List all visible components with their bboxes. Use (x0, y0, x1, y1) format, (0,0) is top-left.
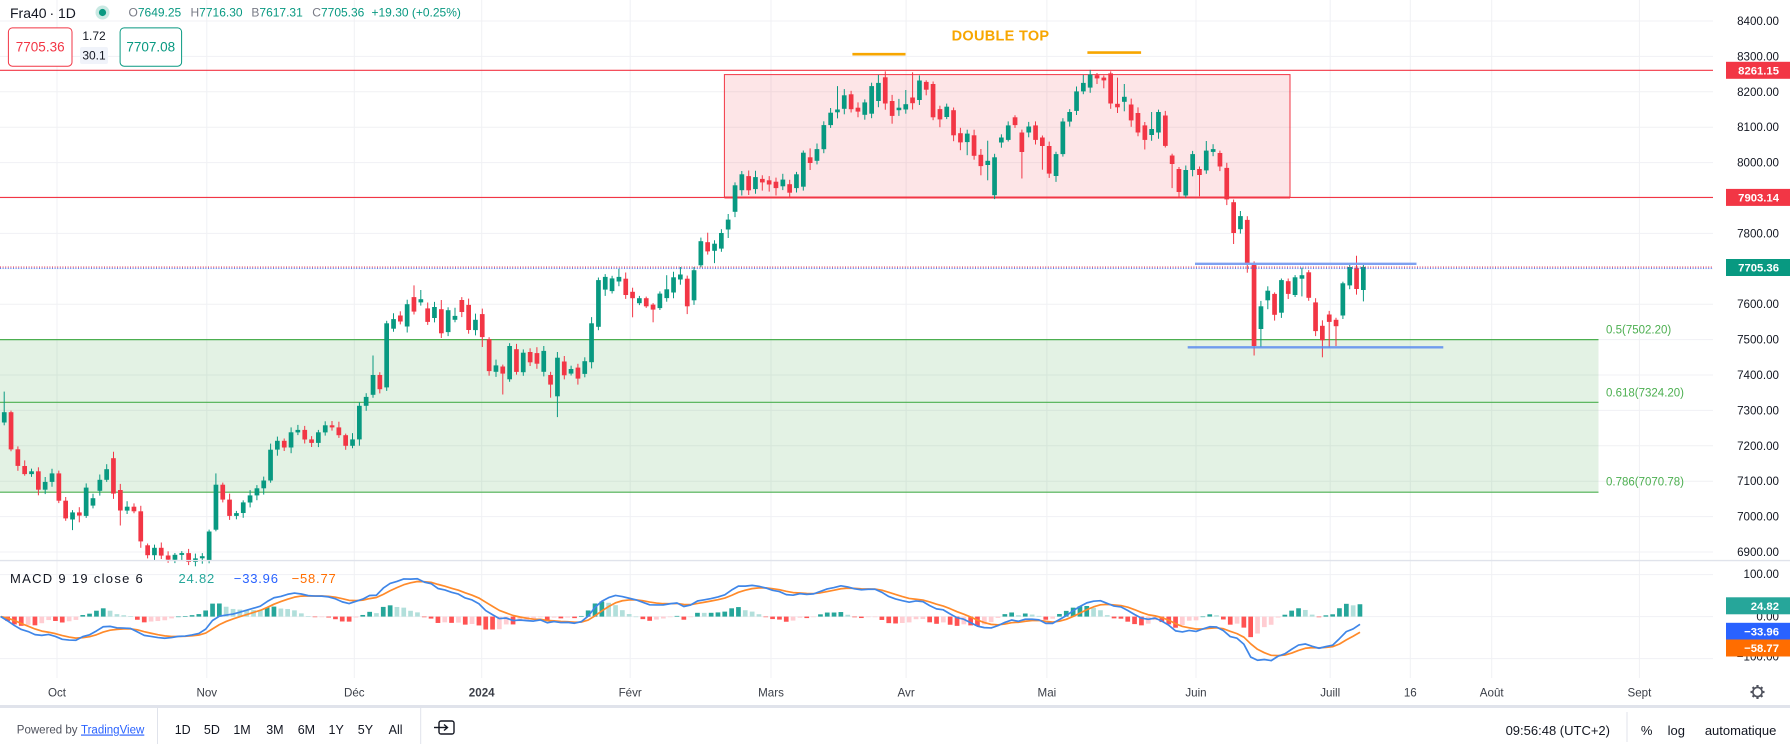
svg-text:Juill: Juill (1320, 687, 1340, 700)
svg-text:100.00: 100.00 (1744, 568, 1779, 581)
svg-text:Juin: Juin (1185, 687, 1206, 700)
svg-text:7903.14: 7903.14 (1738, 192, 1780, 204)
svg-text:5Y: 5Y (358, 723, 374, 737)
svg-text:All: All (389, 723, 403, 737)
svg-text:−33.96: −33.96 (1744, 626, 1779, 638)
svg-text:09:56:48 (UTC+2): 09:56:48 (UTC+2) (1506, 723, 1610, 738)
svg-text:MACD 9 19 close 6: MACD 9 19 close 6 (10, 571, 144, 586)
svg-text:%: % (1641, 723, 1653, 738)
svg-text:−58.77: −58.77 (292, 571, 337, 586)
svg-text:Déc: Déc (344, 687, 365, 700)
svg-text:8100.00: 8100.00 (1737, 121, 1779, 134)
svg-text:Août: Août (1480, 687, 1505, 700)
svg-text:7705.36: 7705.36 (16, 40, 65, 55)
svg-text:8261.15: 8261.15 (1738, 65, 1779, 77)
svg-text:Avr: Avr (898, 687, 915, 700)
svg-text:0.618(7324.20): 0.618(7324.20) (1606, 388, 1684, 400)
svg-text:0.5(7502.20): 0.5(7502.20) (1606, 325, 1671, 337)
svg-text:TradingView: TradingView (81, 725, 145, 737)
svg-text:1D: 1D (175, 723, 191, 737)
svg-text:8300.00: 8300.00 (1737, 50, 1779, 63)
svg-text:Nov: Nov (196, 687, 217, 700)
svg-text:Oct: Oct (48, 687, 67, 700)
svg-text:C7705.36: C7705.36 (312, 6, 364, 20)
svg-text:DOUBLE TOP: DOUBLE TOP (952, 29, 1050, 45)
svg-text:24.82: 24.82 (179, 571, 216, 586)
svg-text:B7617.31: B7617.31 (251, 6, 303, 20)
svg-text:8000.00: 8000.00 (1737, 157, 1779, 170)
svg-text:Powered by: Powered by (17, 725, 78, 737)
svg-text:2024: 2024 (469, 687, 495, 700)
svg-text:6900.00: 6900.00 (1737, 546, 1779, 559)
svg-text:7600.00: 7600.00 (1737, 298, 1779, 311)
svg-text:log: log (1668, 723, 1685, 738)
svg-text:O7649.25: O7649.25 (129, 6, 182, 20)
svg-text:Fra40: Fra40 (10, 5, 47, 21)
svg-text:8400.00: 8400.00 (1737, 15, 1779, 28)
svg-text:Sept: Sept (1627, 687, 1652, 700)
svg-text:7200.00: 7200.00 (1737, 440, 1779, 453)
svg-text:+19.30 (+0.25%): +19.30 (+0.25%) (372, 6, 461, 20)
svg-text:24.82: 24.82 (1751, 601, 1779, 613)
svg-text:7000.00: 7000.00 (1737, 511, 1779, 524)
svg-text:Févr: Févr (619, 687, 642, 700)
svg-text:H7716.30: H7716.30 (191, 6, 243, 20)
svg-text:−33.96: −33.96 (234, 571, 279, 586)
svg-text:8200.00: 8200.00 (1737, 86, 1779, 99)
svg-text:1.72: 1.72 (82, 29, 106, 43)
svg-text:7400.00: 7400.00 (1737, 369, 1779, 382)
svg-text:0.786(7070.78): 0.786(7070.78) (1606, 477, 1684, 489)
svg-text:7100.00: 7100.00 (1737, 475, 1779, 488)
svg-text:3M: 3M (266, 723, 283, 737)
svg-text:automatique: automatique (1705, 723, 1777, 738)
svg-text:30.1: 30.1 (82, 49, 106, 63)
svg-text:1M: 1M (233, 723, 250, 737)
svg-text:·: · (50, 5, 55, 21)
svg-text:6M: 6M (298, 723, 315, 737)
svg-text:7300.00: 7300.00 (1737, 404, 1779, 417)
svg-text:1D: 1D (58, 5, 76, 21)
svg-text:−58.77: −58.77 (1744, 643, 1779, 655)
svg-text:1Y: 1Y (329, 723, 345, 737)
svg-text:7705.36: 7705.36 (1738, 263, 1779, 275)
svg-text:16: 16 (1404, 687, 1417, 700)
svg-text:5D: 5D (204, 723, 220, 737)
svg-text:Mars: Mars (758, 687, 784, 700)
svg-text:7800.00: 7800.00 (1737, 227, 1779, 240)
svg-text:7500.00: 7500.00 (1737, 334, 1779, 347)
svg-text:7707.08: 7707.08 (126, 40, 175, 55)
svg-text:Mai: Mai (1038, 687, 1057, 700)
